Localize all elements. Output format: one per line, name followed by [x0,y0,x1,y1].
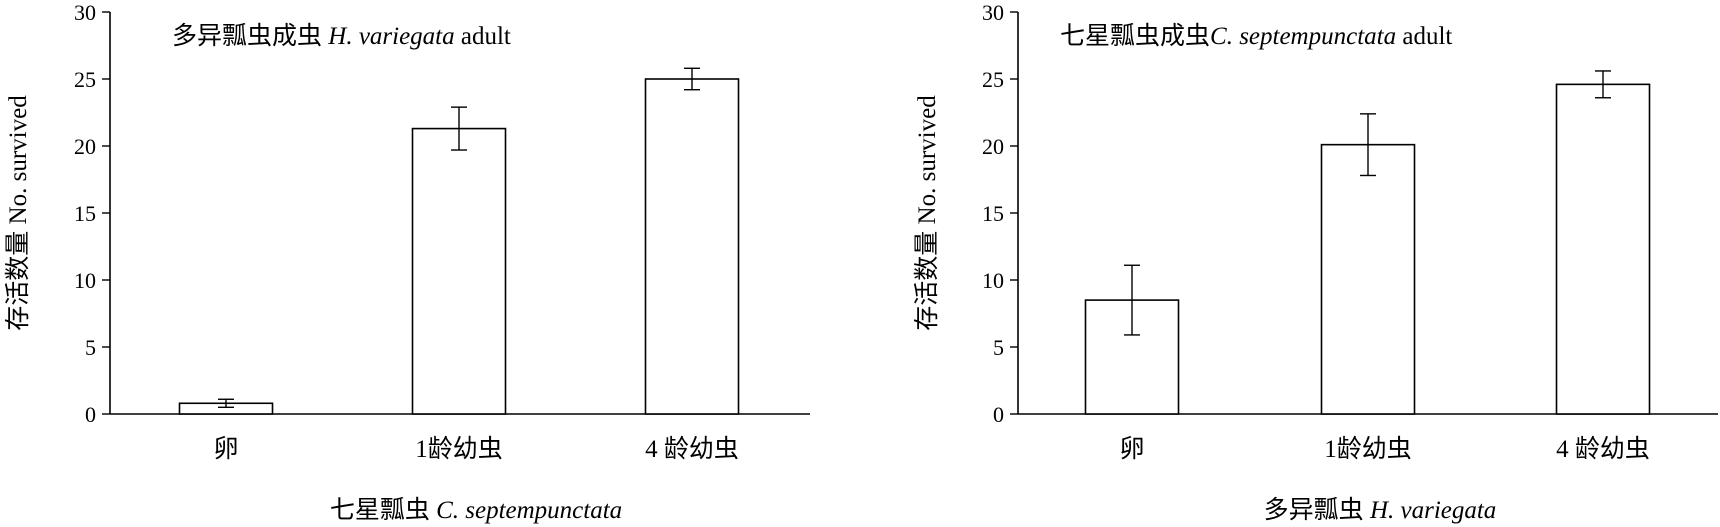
chart0-y-tick-label: 5 [85,335,96,360]
chart1-title: 七星瓢虫成虫C. septempunctata adult [1060,22,1452,50]
chart1-y-tick-label: 30 [982,0,1004,25]
chart0-y-axis-label: 存活数量 No. survived [4,95,32,331]
chart1-y-tick-label: 10 [982,268,1004,293]
chart0-y-tick-label: 0 [85,402,96,427]
chart1-y-tick-label: 20 [982,134,1004,159]
chart0-y-tick-label: 25 [74,67,96,92]
chart1-y-tick-label: 5 [993,335,1004,360]
chart1-y-tick-label: 25 [982,67,1004,92]
chart1-bar [1555,83,1651,415]
chart0-title-species: H. variegata [327,23,454,50]
chart1-category-label: 4 龄幼虫 [1556,435,1650,463]
chart0-y-tick-label: 30 [74,0,96,25]
chart1-title-species: C. septempunctata [1210,23,1396,50]
chart1-category-label: 1龄幼虫 [1324,435,1412,463]
chart0-category-label: 4 龄幼虫 [645,435,739,463]
chart0-title: 多异瓢虫成虫 H. variegata adult [172,22,511,50]
chart-panel-left: 0 5 10 15 20 25 30 卵 1龄幼虫 4 龄幼虫 多异瓢虫成虫 H. variegat… [4,0,810,524]
chart0-title-cn: 多异瓢虫成虫 [172,22,322,50]
chart1-category-label: 卵 [1119,435,1144,463]
chart0-category-label: 卵 [213,435,238,463]
chart0-y-tick-label: 10 [74,268,96,293]
chart1-x-axis-label: 多异瓢虫 H. variegata [1264,496,1497,524]
chart0-title-suffix: adult [461,23,511,50]
chart0-x-axis-label-species: C. septempunctata [436,497,622,524]
chart0-x-axis-label: 七星瓢虫 C. septempunctata [330,496,622,524]
chart0-bar [644,78,740,415]
chart1-bar [1320,143,1416,415]
chart1-title-suffix: adult [1402,23,1452,50]
chart0-y-tick-label: 20 [74,134,96,159]
chart1-x-axis-label-cn: 多异瓢虫 [1264,496,1364,524]
chart0-y-tick-label: 15 [74,201,96,226]
chart1-y-tick-label: 15 [982,201,1004,226]
chart1-x-axis-label-species: H. variegata [1369,497,1496,524]
chart0-bar [411,127,507,415]
chart1-title-cn: 七星瓢虫成虫 [1060,22,1210,50]
chart1-y-axis-label: 存活数量 No. survived [913,95,941,331]
chart-panel-right: 0 5 10 15 20 25 30 卵 1龄幼虫 4 龄幼虫 七星瓢虫成虫C. septempun… [913,0,1718,524]
chart0-category-label: 1龄幼虫 [415,435,503,463]
chart0-x-axis-label-cn: 七星瓢虫 [330,496,430,524]
chart1-y-tick-label: 0 [993,402,1004,427]
